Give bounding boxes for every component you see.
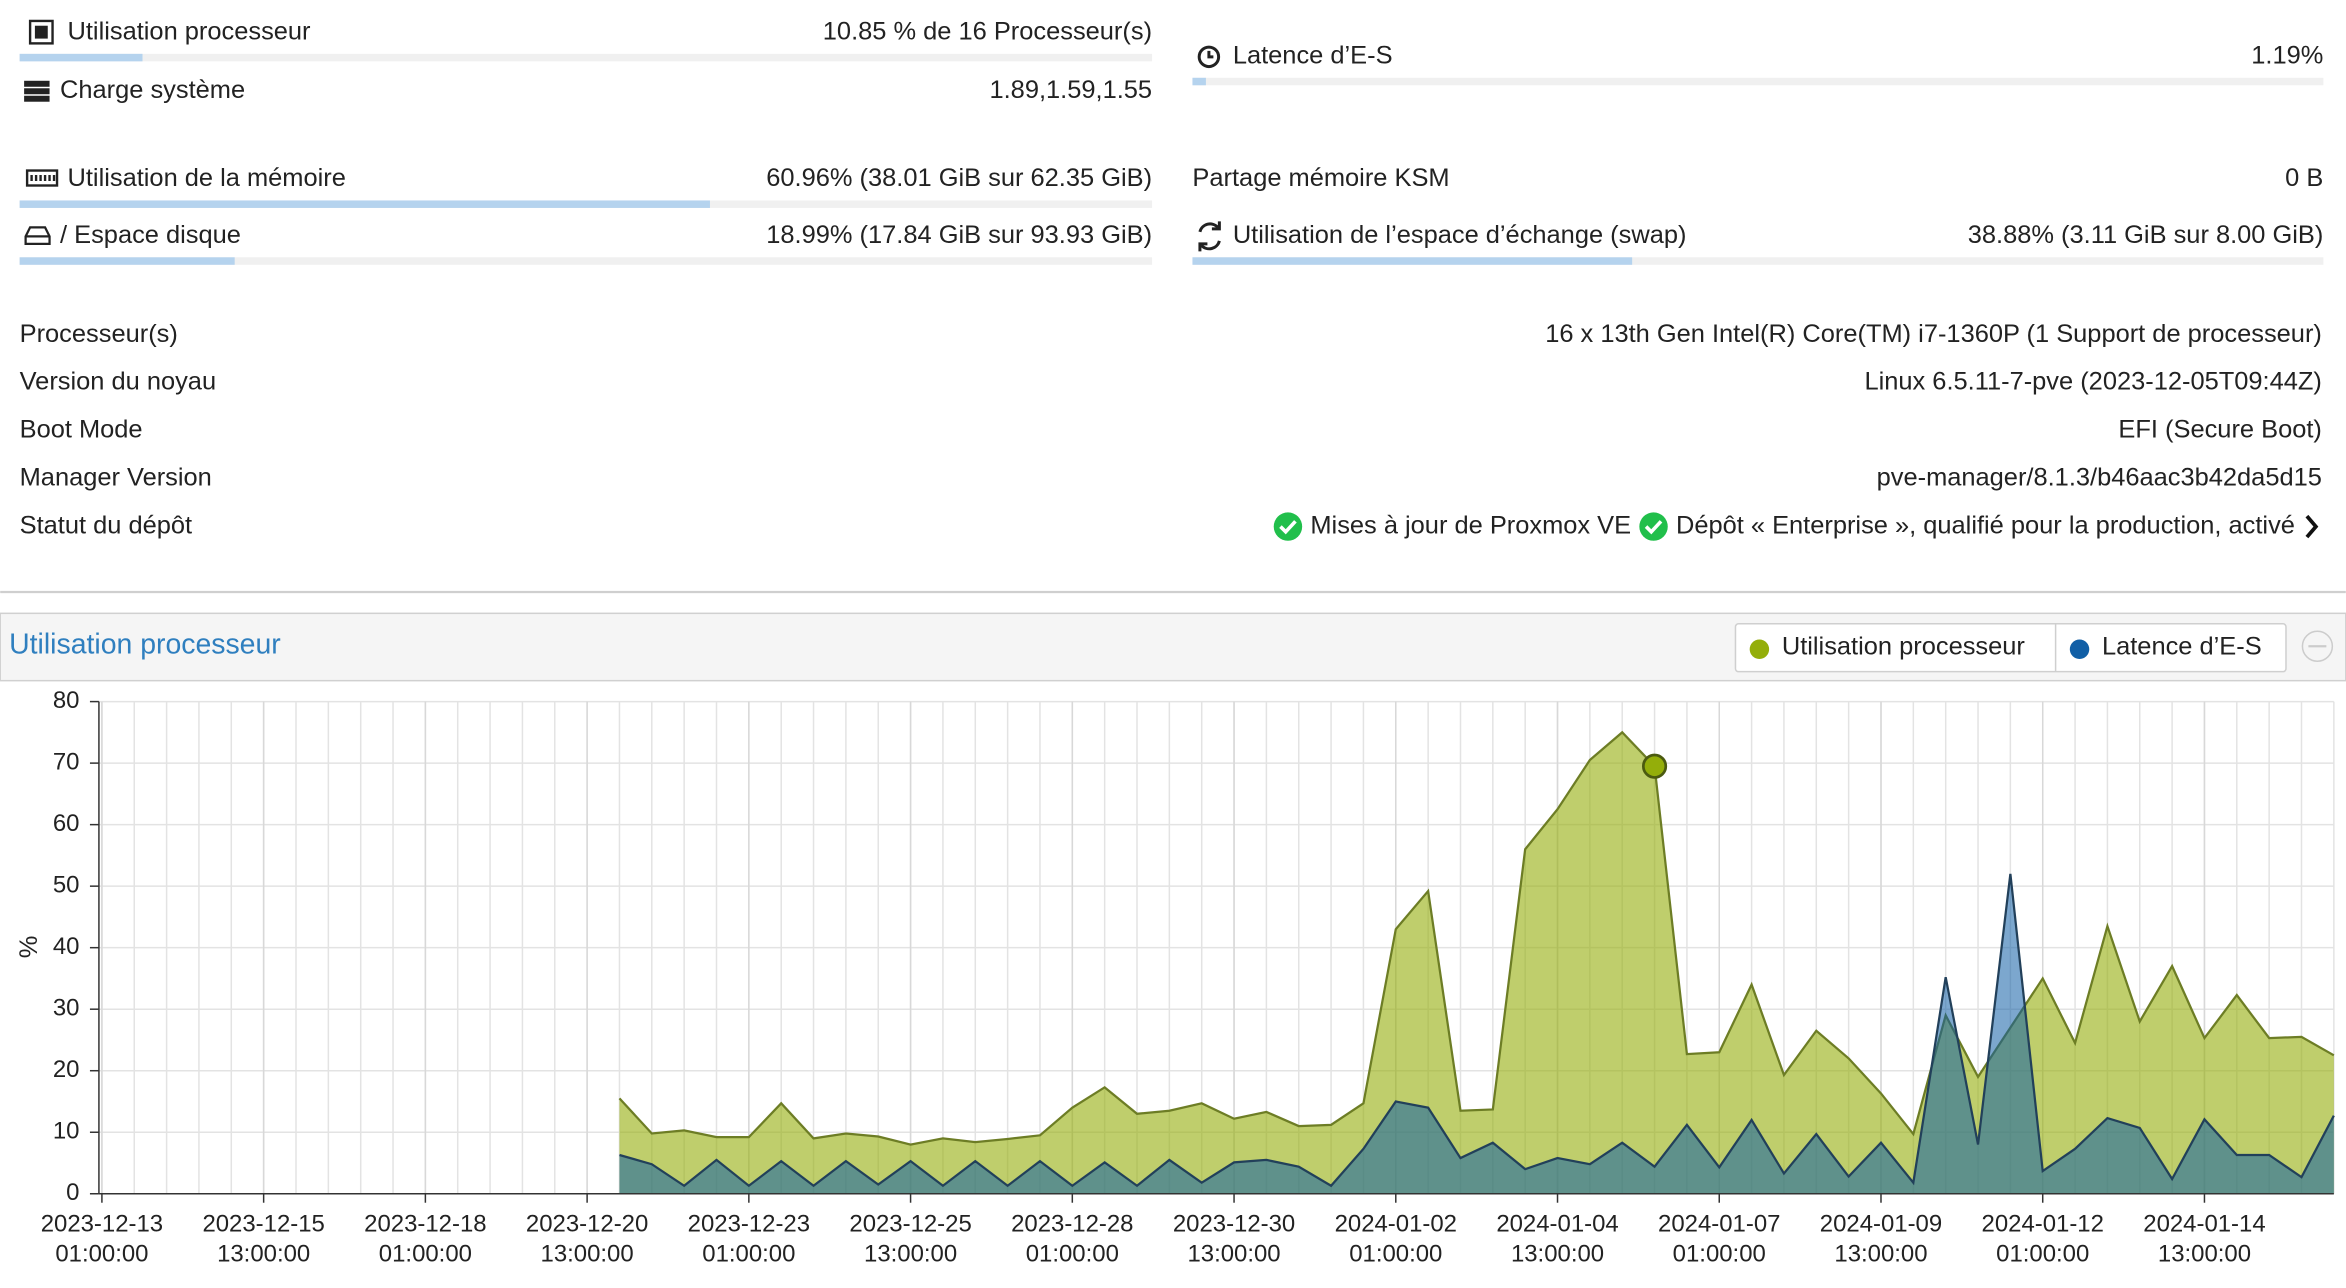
repo-status: Mises à jour de Proxmox VE [1310, 511, 1631, 539]
area [619, 732, 2334, 1194]
disk-icon [24, 226, 51, 245]
check-mark [1644, 520, 1663, 535]
info-label: Statut du dépôt [20, 511, 192, 539]
row-value: 18.99% (17.84 GiB sur 93.93 GiB) [766, 221, 1152, 249]
progress-bar [1192, 77, 1206, 86]
progress-bar [19, 53, 143, 62]
info-label: Version du noyau [20, 368, 216, 396]
progress-bar [1192, 257, 1633, 265]
x-tick-label: 2024-01-09 [1820, 1210, 1942, 1237]
info-value: Linux 6.5.11-7-pve (2023-12-05T09:44Z) [1864, 368, 2321, 396]
y-tick-label: 60 [53, 810, 80, 837]
x-tick-label: 13:00:00 [217, 1240, 310, 1267]
y-tick-label: 10 [53, 1118, 80, 1145]
check-mark [1279, 520, 1297, 535]
row-value: 0 B [2285, 164, 2323, 192]
x-tick-label: 2023-12-25 [849, 1210, 971, 1237]
row-label: Partage mémoire KSM [1192, 164, 1449, 192]
x-tick-label: 01:00:00 [379, 1240, 472, 1267]
legend-label[interactable]: Utilisation processeur [1782, 632, 2026, 660]
legend-swatch [2069, 639, 2090, 659]
y-tick-label: 50 [53, 871, 80, 898]
info-value: 16 x 13th Gen Intel(R) Core(TM) i7-1360P… [1545, 320, 2322, 348]
memory-icon [25, 169, 59, 187]
x-tick-label: 13:00:00 [1187, 1240, 1280, 1267]
y-tick-label: 0 [66, 1179, 79, 1206]
repo-status: Dépôt « Enterprise », qualifié pour la p… [1676, 511, 2295, 539]
y-axis-label: % [15, 936, 43, 959]
x-tick-label: 2024-01-14 [2143, 1210, 2265, 1237]
x-tick-label: 01:00:00 [55, 1240, 148, 1267]
info-value: EFI (Secure Boot) [2118, 416, 2321, 444]
check-icon [1273, 512, 1303, 541]
row-value: 60.96% (38.01 GiB sur 62.35 GiB) [766, 164, 1152, 192]
x-tick-label: 01:00:00 [1026, 1240, 1119, 1267]
legend-label[interactable]: Latence d’E-S [2102, 632, 2262, 660]
line [619, 873, 2335, 1188]
x-tick-label: 2023-12-20 [526, 1210, 648, 1237]
x-tick-label: 01:00:00 [1996, 1240, 2089, 1267]
progress-bar [19, 200, 710, 208]
chevron [2305, 514, 2319, 539]
line [618, 730, 2335, 1146]
row-value: 38.88% (3.11 GiB sur 8.00 GiB) [1968, 221, 2324, 249]
y-tick-label: 80 [53, 687, 80, 714]
progress-track [1192, 77, 2324, 86]
row-value: 10.85 % de 16 Processeur(s) [823, 18, 1152, 46]
x-tick-label: 2024-01-02 [1335, 1210, 1457, 1237]
row-label: Utilisation processeur [68, 18, 312, 46]
cpu-icon [28, 19, 54, 45]
x-tick-label: 2023-12-18 [364, 1210, 486, 1237]
legend [1734, 623, 2287, 673]
progress-track [19, 257, 1153, 265]
info-label: Manager Version [20, 463, 212, 491]
load-icon [24, 80, 50, 102]
info-label: Boot Mode [20, 416, 143, 444]
row-value: 1.89,1.59,1.55 [989, 76, 1152, 104]
progress-bar [19, 257, 235, 265]
check-icon [1639, 512, 1668, 541]
x-tick-label: 13:00:00 [541, 1240, 634, 1267]
x-tick-label: 2023-12-30 [1173, 1210, 1295, 1237]
row-label: Utilisation de la mémoire [68, 164, 346, 192]
y-tick-label: 30 [53, 995, 80, 1022]
x-tick-label: 2024-01-07 [1658, 1210, 1780, 1237]
x-tick-label: 2023-12-28 [1011, 1210, 1133, 1237]
y-tick-label: 20 [53, 1056, 80, 1083]
x-tick-label: 13:00:00 [1834, 1240, 1927, 1267]
swap-icon [1198, 221, 1221, 252]
y-tick-label: 40 [53, 933, 80, 960]
x-tick-label: 2024-01-12 [1982, 1210, 2104, 1237]
panel-title: Utilisation processeur [9, 629, 281, 661]
x-tick-label: 13:00:00 [2158, 1240, 2251, 1267]
x-tick-label: 2023-12-15 [202, 1210, 324, 1237]
x-tick-label: 2023-12-13 [41, 1210, 163, 1237]
x-tick-label: 2023-12-23 [688, 1210, 810, 1237]
x-tick-label: 13:00:00 [864, 1240, 957, 1267]
info-label: Processeur(s) [20, 320, 178, 348]
info-value: pve-manager/8.1.3/b46aac3b42da5d15 [1877, 463, 2322, 491]
row-value: 1.19% [2251, 42, 2323, 70]
x-tick-label: 01:00:00 [1673, 1240, 1766, 1267]
y-tick-label: 70 [53, 748, 80, 775]
x-tick-label: 01:00:00 [702, 1240, 795, 1267]
clock-icon [1197, 45, 1221, 69]
collapse-button[interactable] [2301, 630, 2334, 662]
legend-swatch [1749, 639, 1770, 659]
hover-marker [1641, 753, 1668, 779]
x-tick-label: 2024-01-04 [1496, 1210, 1618, 1237]
progress-track [1192, 257, 2324, 265]
row-label: / Espace disque [60, 221, 241, 249]
progress-track [19, 53, 1153, 62]
row-label: Charge système [60, 76, 245, 104]
x-tick-label: 13:00:00 [1511, 1240, 1604, 1267]
row-label: Utilisation de l’espace d’échange (swap) [1233, 221, 1687, 249]
x-tick-label: 01:00:00 [1349, 1240, 1442, 1267]
separator [0, 590, 2346, 594]
row-label: Latence d’E-S [1233, 42, 1393, 70]
